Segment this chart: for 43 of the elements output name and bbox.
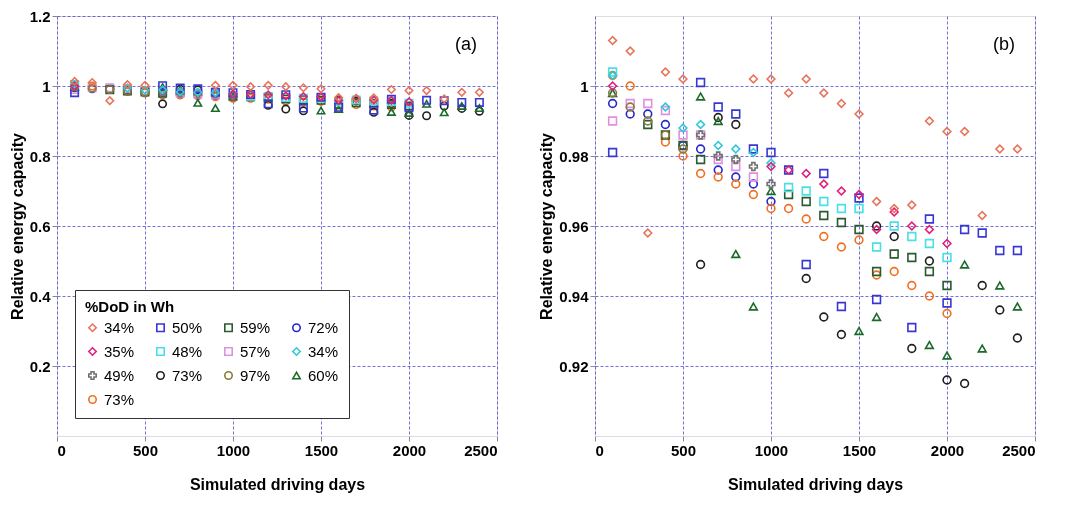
legend-label: 49% xyxy=(104,366,135,384)
y-tick-label: 0.2 xyxy=(29,357,51,375)
legend-label: 35% xyxy=(104,342,135,360)
y-tick-label: 0.98 xyxy=(559,147,589,165)
x-tick-label: 500 xyxy=(670,441,697,459)
y-axis-title: Relative energy capacity xyxy=(8,133,26,320)
y-tick-label: 1 xyxy=(42,77,51,95)
y-tick-label: 0.4 xyxy=(29,287,52,305)
x-tick-label: 1500 xyxy=(842,441,877,459)
x-tick-label: 1500 xyxy=(304,441,339,459)
annotation: (a) xyxy=(455,34,477,54)
legend-label: 73% xyxy=(172,366,203,384)
x-axis-title: Simulated driving days xyxy=(189,475,366,493)
legend-label: 59% xyxy=(240,318,271,336)
legend-title: %DoD in Wh xyxy=(85,298,175,315)
legend-label: 34% xyxy=(308,342,339,360)
legend-label: 73% xyxy=(104,390,135,408)
x-tick-label: 2500 xyxy=(464,441,498,459)
legend-label: 34% xyxy=(104,318,135,336)
x-tick-label: 500 xyxy=(132,441,159,459)
y-axis-title: Relative energy capacity xyxy=(538,133,556,320)
y-tick-label: 0.6 xyxy=(29,217,51,235)
y-tick-label: 0.96 xyxy=(559,217,589,235)
x-tick-label: 2500 xyxy=(1002,441,1036,459)
y-tick-label: 1.2 xyxy=(29,7,51,25)
y-tick-label: 0.94 xyxy=(559,287,590,305)
x-axis-title: Simulated driving days xyxy=(727,475,904,493)
x-tick-label: 0 xyxy=(595,441,604,459)
y-tick-label: 1 xyxy=(580,77,589,95)
x-tick-label: 2000 xyxy=(392,441,427,459)
x-tick-label: 1000 xyxy=(216,441,251,459)
y-tick-label: 0.8 xyxy=(29,147,51,165)
legend-label: 50% xyxy=(172,318,203,336)
annotation: (b) xyxy=(993,34,1015,54)
y-tick-label: 0.92 xyxy=(559,357,589,375)
x-tick-label: 0 xyxy=(57,441,66,459)
x-tick-label: 2000 xyxy=(930,441,965,459)
legend-label: 72% xyxy=(308,318,339,336)
legend-label: 60% xyxy=(308,366,339,384)
legend-label: 97% xyxy=(240,366,271,384)
legend-label: 48% xyxy=(172,342,203,360)
legend-label: 57% xyxy=(240,342,271,360)
x-tick-label: 1000 xyxy=(754,441,789,459)
